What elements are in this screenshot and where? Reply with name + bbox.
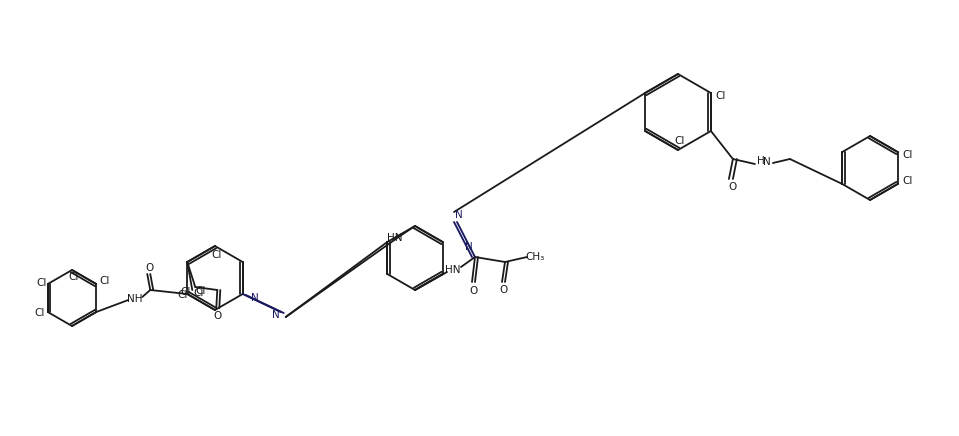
Text: Cl: Cl — [193, 288, 203, 298]
Text: HN: HN — [387, 233, 403, 243]
Text: Cl: Cl — [212, 250, 222, 260]
Text: Cl: Cl — [675, 136, 685, 146]
Text: N: N — [763, 157, 771, 167]
Text: N: N — [456, 210, 463, 220]
Text: O: O — [145, 263, 153, 273]
Text: NH: NH — [128, 294, 143, 304]
Text: O: O — [470, 286, 479, 296]
Text: Cl: Cl — [177, 290, 187, 300]
Text: Cl: Cl — [35, 308, 45, 318]
Text: O: O — [499, 285, 507, 295]
Text: Cl: Cl — [69, 272, 80, 282]
Text: N: N — [465, 242, 473, 252]
Text: Cl: Cl — [99, 276, 109, 286]
Text: N: N — [251, 293, 259, 303]
Text: Cl: Cl — [180, 287, 191, 297]
Text: Cl: Cl — [195, 286, 205, 296]
Text: Cl: Cl — [902, 176, 913, 186]
Text: O: O — [729, 182, 737, 192]
Text: Cl: Cl — [902, 150, 913, 160]
Text: CH₃: CH₃ — [526, 252, 545, 262]
Text: Cl: Cl — [715, 91, 726, 101]
Text: H: H — [757, 156, 764, 166]
Text: O: O — [213, 311, 222, 321]
Text: N: N — [271, 310, 280, 320]
Text: HN: HN — [445, 265, 460, 275]
Text: Cl: Cl — [36, 278, 47, 288]
